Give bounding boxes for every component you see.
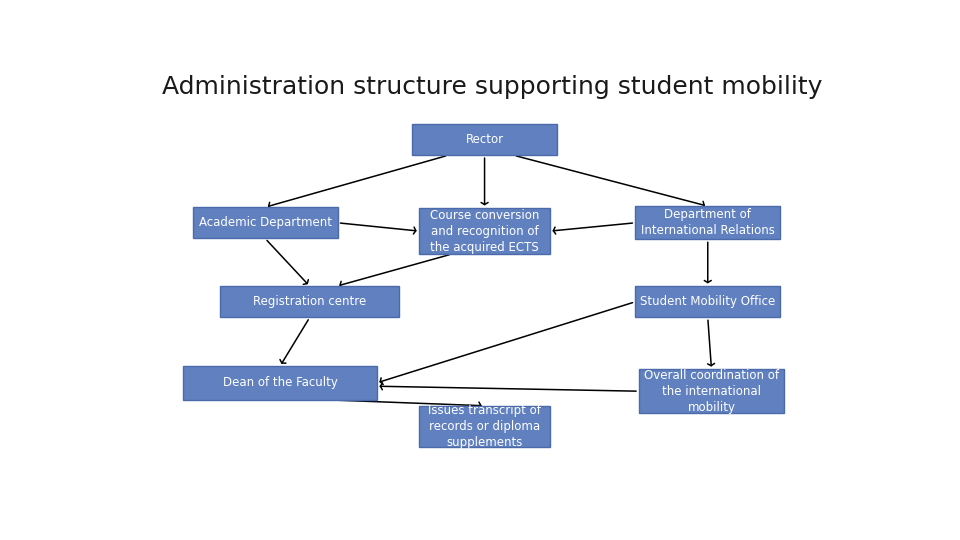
FancyBboxPatch shape <box>412 124 557 155</box>
Text: Administration structure supporting student mobility: Administration structure supporting stud… <box>162 75 822 99</box>
Text: Academic Department: Academic Department <box>199 217 331 230</box>
FancyBboxPatch shape <box>420 406 550 447</box>
Text: Registration centre: Registration centre <box>253 295 367 308</box>
Text: Dean of the Faculty: Dean of the Faculty <box>223 376 337 389</box>
FancyBboxPatch shape <box>183 366 376 400</box>
Text: Overall coordination of
the international
mobility: Overall coordination of the internationa… <box>644 369 779 414</box>
Text: Issues transcript of
records or diploma
supplements: Issues transcript of records or diploma … <box>428 404 541 449</box>
FancyBboxPatch shape <box>639 369 784 413</box>
FancyBboxPatch shape <box>193 207 338 238</box>
Text: Student Mobility Office: Student Mobility Office <box>640 295 776 308</box>
Text: Department of
International Relations: Department of International Relations <box>641 208 775 237</box>
FancyBboxPatch shape <box>636 286 780 318</box>
FancyBboxPatch shape <box>221 286 399 318</box>
FancyBboxPatch shape <box>420 208 550 254</box>
Text: Rector: Rector <box>466 133 504 146</box>
FancyBboxPatch shape <box>636 206 780 239</box>
Text: Course conversion
and recognition of
the acquired ECTS: Course conversion and recognition of the… <box>430 208 540 254</box>
